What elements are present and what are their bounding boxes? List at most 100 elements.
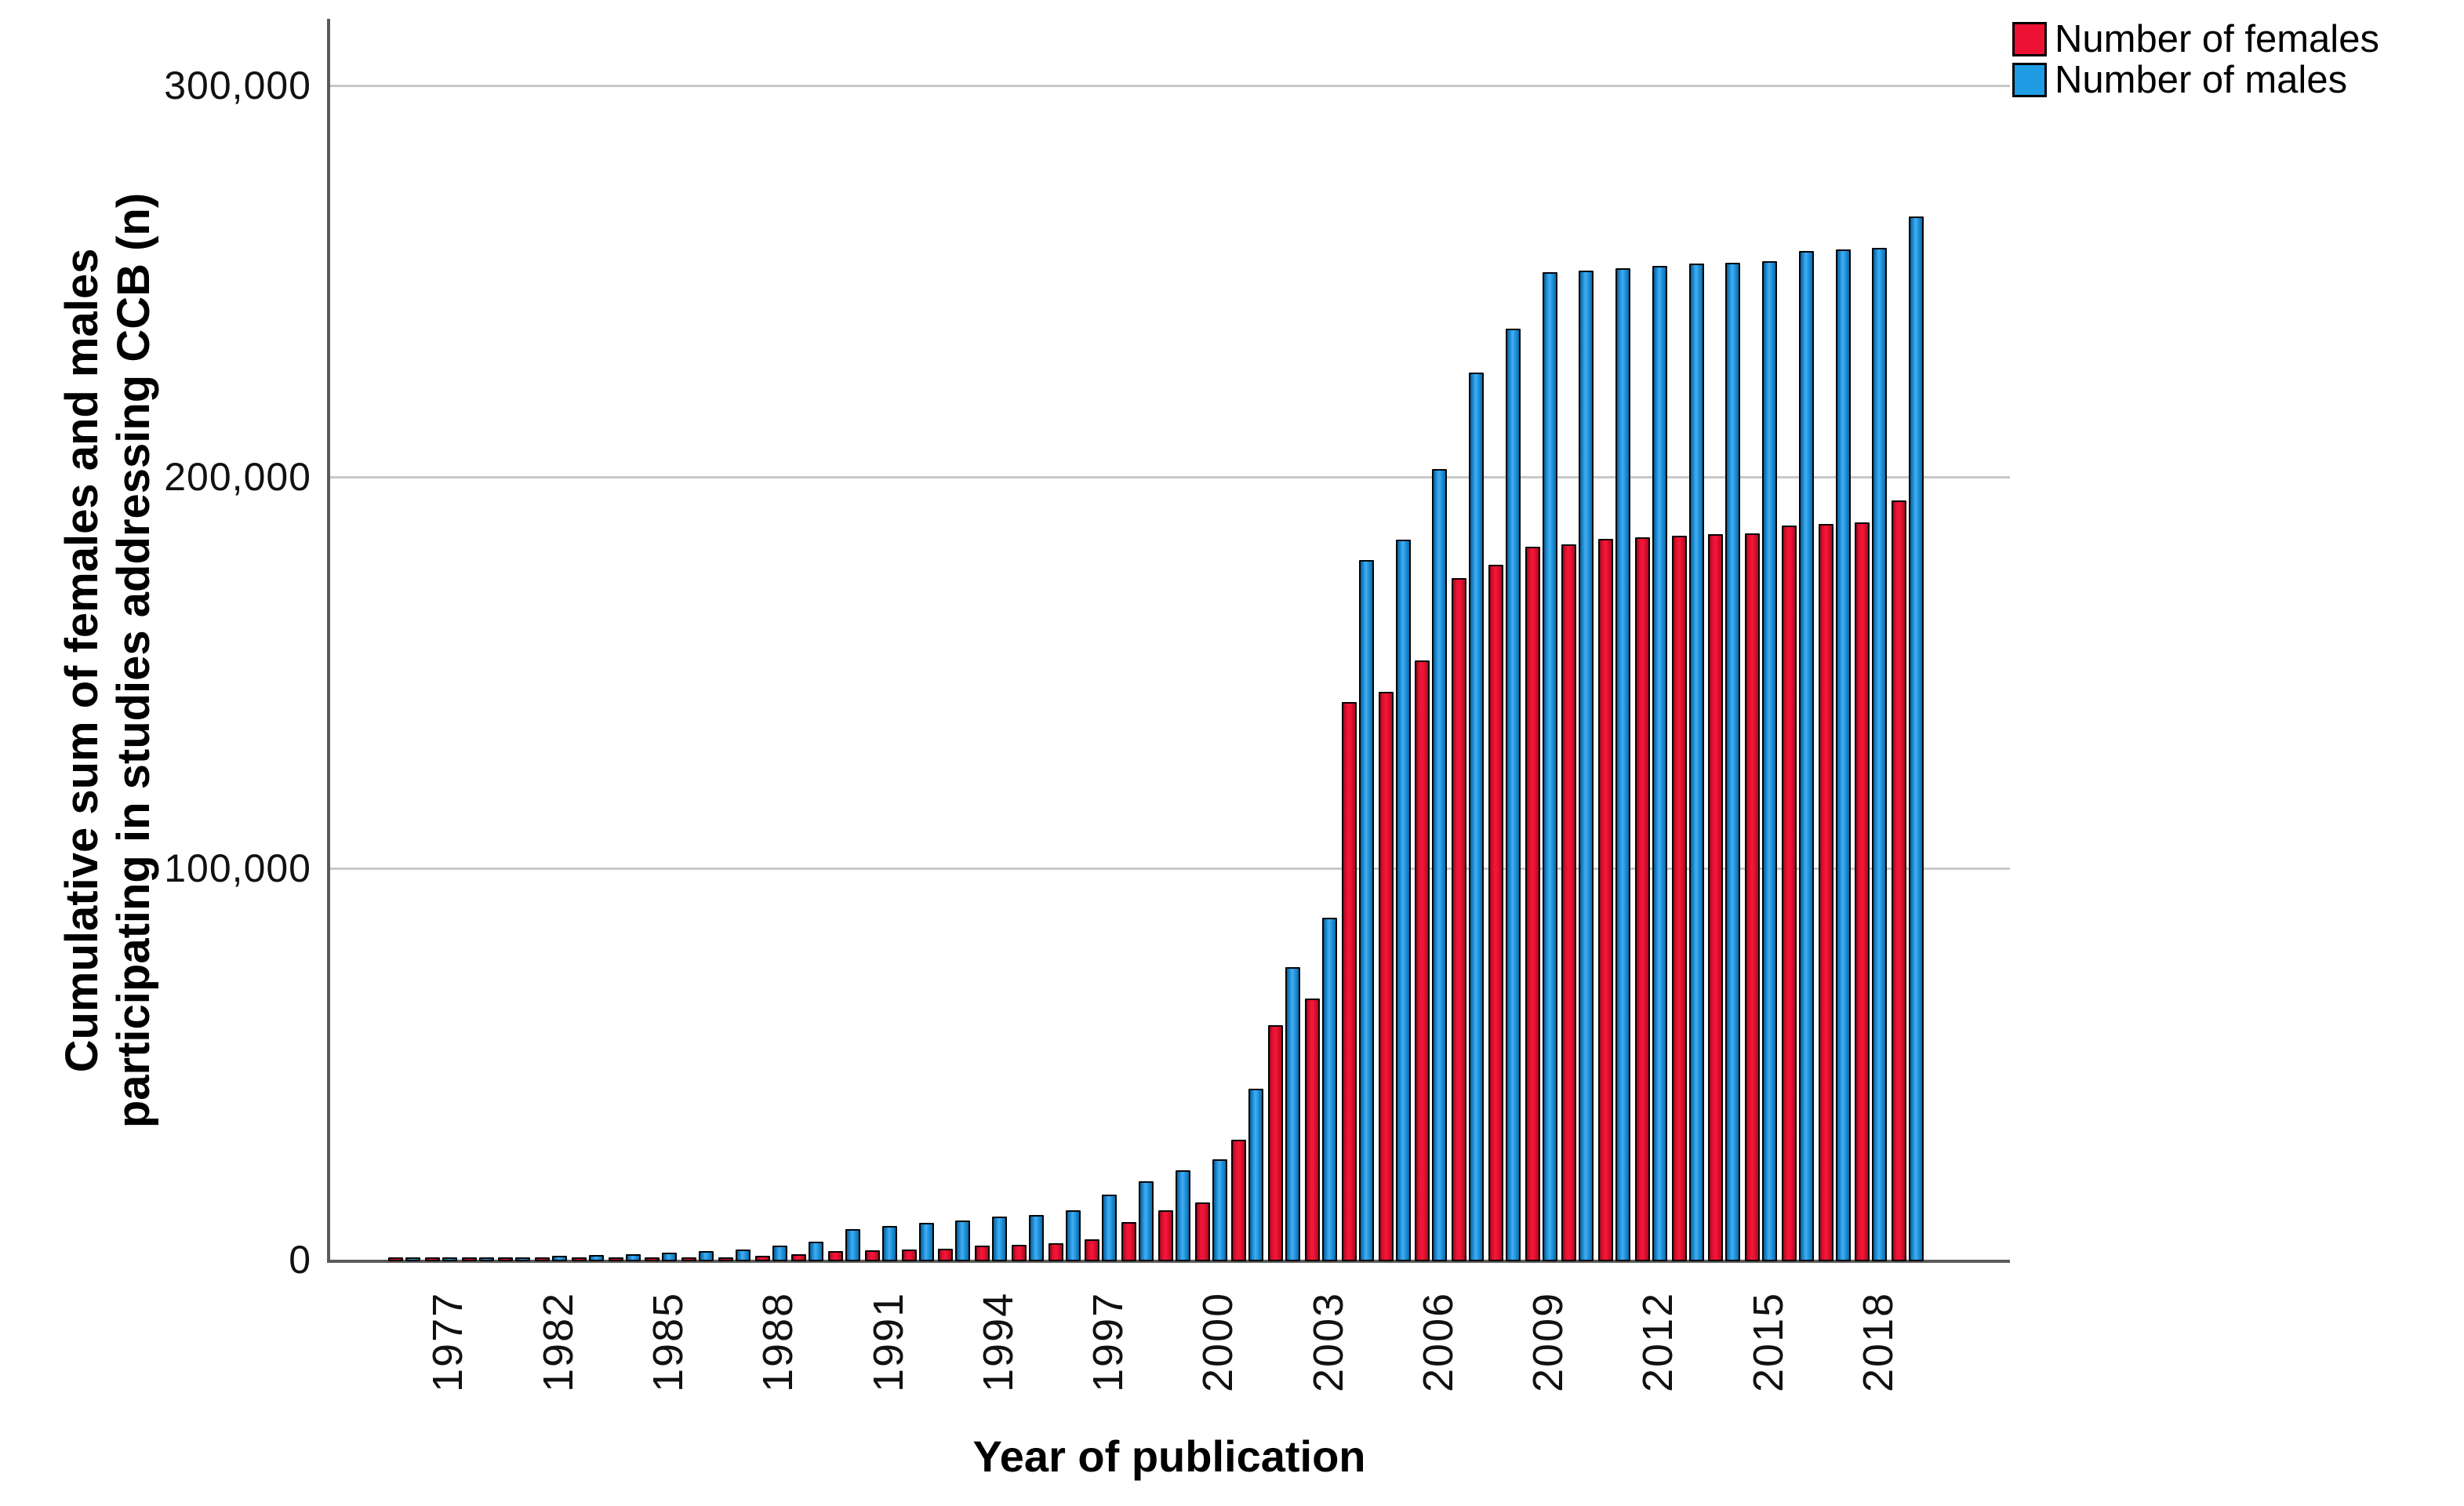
bar-females-1997 — [1048, 1242, 1063, 1261]
bar-females-1992 — [865, 1250, 880, 1261]
bar-males-2002 — [1248, 1088, 1263, 1261]
bar-females-1996 — [1012, 1244, 1027, 1261]
y-axis-title: Cumulative sum of females and males part… — [56, 64, 166, 1257]
bar-females-2018 — [1819, 523, 1833, 1261]
bar-males-2004 — [1322, 917, 1337, 1261]
bar-females-1998 — [1085, 1239, 1099, 1261]
bar-males-2000 — [1176, 1170, 1190, 1261]
bar-females-1983 — [535, 1257, 550, 1261]
females-swatch-icon — [2012, 22, 2047, 56]
x-tick-label-2006: 2006 — [1415, 1291, 1462, 1392]
bar-males-2011 — [1579, 271, 1594, 1261]
x-axis-title: Year of publication — [972, 1431, 1366, 1481]
x-tick-label-1982: 1982 — [535, 1291, 582, 1392]
bar-males-2019 — [1872, 247, 1887, 1261]
bar-males-2007 — [1432, 468, 1447, 1261]
bar-males-1992 — [882, 1225, 897, 1261]
bar-females-2008 — [1452, 578, 1466, 1261]
bar-males-2006 — [1396, 540, 1411, 1261]
bar-males-1999 — [1139, 1180, 1154, 1261]
bar-males-1986 — [662, 1253, 677, 1261]
bar-females-1982 — [498, 1257, 513, 1261]
bar-females-1999 — [1121, 1221, 1136, 1261]
x-tick-label-1994: 1994 — [975, 1291, 1022, 1392]
bar-males-1985 — [626, 1253, 641, 1261]
legend-item-females: Number of females — [2012, 18, 2379, 60]
bar-females-2009 — [1488, 564, 1503, 1261]
bar-females-2012 — [1598, 538, 1613, 1261]
x-tick-label-1991: 1991 — [865, 1291, 912, 1392]
bar-females-1984 — [572, 1257, 587, 1261]
y-axis-title-line1: Cumulative sum of females and males — [56, 248, 107, 1073]
x-tick-label-2012: 2012 — [1634, 1291, 1681, 1392]
bar-females-2017 — [1782, 526, 1797, 1261]
bar-males-1987 — [699, 1250, 714, 1261]
bar-females-2015 — [1708, 534, 1723, 1261]
x-tick-label-1988: 1988 — [754, 1291, 801, 1392]
gridline-200,000 — [330, 476, 2010, 478]
bar-males-1983 — [552, 1256, 567, 1261]
bar-females-1995 — [975, 1246, 990, 1261]
bar-males-2001 — [1212, 1159, 1227, 1261]
x-tick-label-1977: 1977 — [424, 1291, 471, 1392]
bar-females-2004 — [1305, 999, 1320, 1261]
bar-males-1979 — [442, 1257, 457, 1261]
bar-females-1981 — [462, 1257, 477, 1261]
bar-females-2016 — [1745, 533, 1760, 1261]
bar-males-1995 — [992, 1217, 1007, 1261]
bar-females-1985 — [609, 1257, 623, 1261]
x-tick-label-2003: 2003 — [1305, 1291, 1352, 1392]
bar-females-2002 — [1231, 1140, 1246, 1261]
bar-males-1981 — [479, 1257, 494, 1261]
legend-item-males: Number of males — [2012, 59, 2379, 101]
legend: Number of females Number of males — [2012, 18, 2379, 101]
x-tick-label-2000: 2000 — [1194, 1291, 1241, 1392]
bar-males-2010 — [1543, 271, 1557, 1261]
bar-females-2014 — [1672, 535, 1687, 1261]
y-tick-label: 100,000 — [164, 846, 311, 890]
x-tick-label-2015: 2015 — [1745, 1291, 1792, 1392]
bar-females-2019 — [1855, 522, 1870, 1261]
x-tick-label-1985: 1985 — [645, 1291, 692, 1392]
bar-males-2003 — [1285, 966, 1300, 1261]
y-tick-label: 300,000 — [164, 64, 311, 107]
bar-males-1989 — [772, 1245, 787, 1261]
bar-females-1979 — [425, 1257, 440, 1261]
bar-males-2018 — [1836, 249, 1851, 1261]
x-tick-label-2009: 2009 — [1525, 1291, 1572, 1392]
bar-males-1982 — [515, 1257, 530, 1261]
bar-males-2017 — [1799, 251, 1814, 1261]
bar-males-2020 — [1909, 216, 1924, 1261]
bar-males-1998 — [1102, 1195, 1117, 1261]
bar-males-1991 — [845, 1229, 860, 1261]
bar-males-2012 — [1615, 268, 1630, 1261]
bar-males-2014 — [1689, 264, 1704, 1261]
bar-males-2013 — [1652, 265, 1667, 1261]
y-tick-label: 200,000 — [164, 455, 311, 499]
gridline-100,000 — [330, 868, 2010, 870]
x-axis-line — [327, 1260, 2010, 1263]
bar-males-2005 — [1359, 559, 1374, 1261]
bar-females-1988 — [718, 1257, 733, 1261]
bar-males-2016 — [1762, 260, 1777, 1261]
bar-females-2007 — [1415, 660, 1430, 1261]
males-swatch-icon — [2012, 63, 2047, 97]
bar-females-1986 — [645, 1257, 660, 1261]
bar-males-2009 — [1506, 328, 1521, 1261]
legend-label-males: Number of males — [2055, 59, 2348, 101]
gridline-300,000 — [330, 85, 2010, 87]
bar-females-1989 — [755, 1255, 770, 1261]
bar-females-2013 — [1635, 537, 1650, 1261]
bar-females-2003 — [1268, 1025, 1283, 1261]
bar-females-2006 — [1379, 691, 1394, 1261]
bar-females-1990 — [791, 1254, 806, 1261]
bar-females-1991 — [828, 1251, 843, 1261]
bar-males-1977 — [405, 1257, 420, 1261]
bar-males-1984 — [589, 1254, 604, 1261]
bar-males-1997 — [1066, 1210, 1081, 1261]
bar-males-2015 — [1725, 262, 1740, 1261]
bar-males-2008 — [1469, 373, 1484, 1261]
bar-females-2005 — [1342, 701, 1357, 1261]
bar-females-1994 — [938, 1249, 953, 1261]
